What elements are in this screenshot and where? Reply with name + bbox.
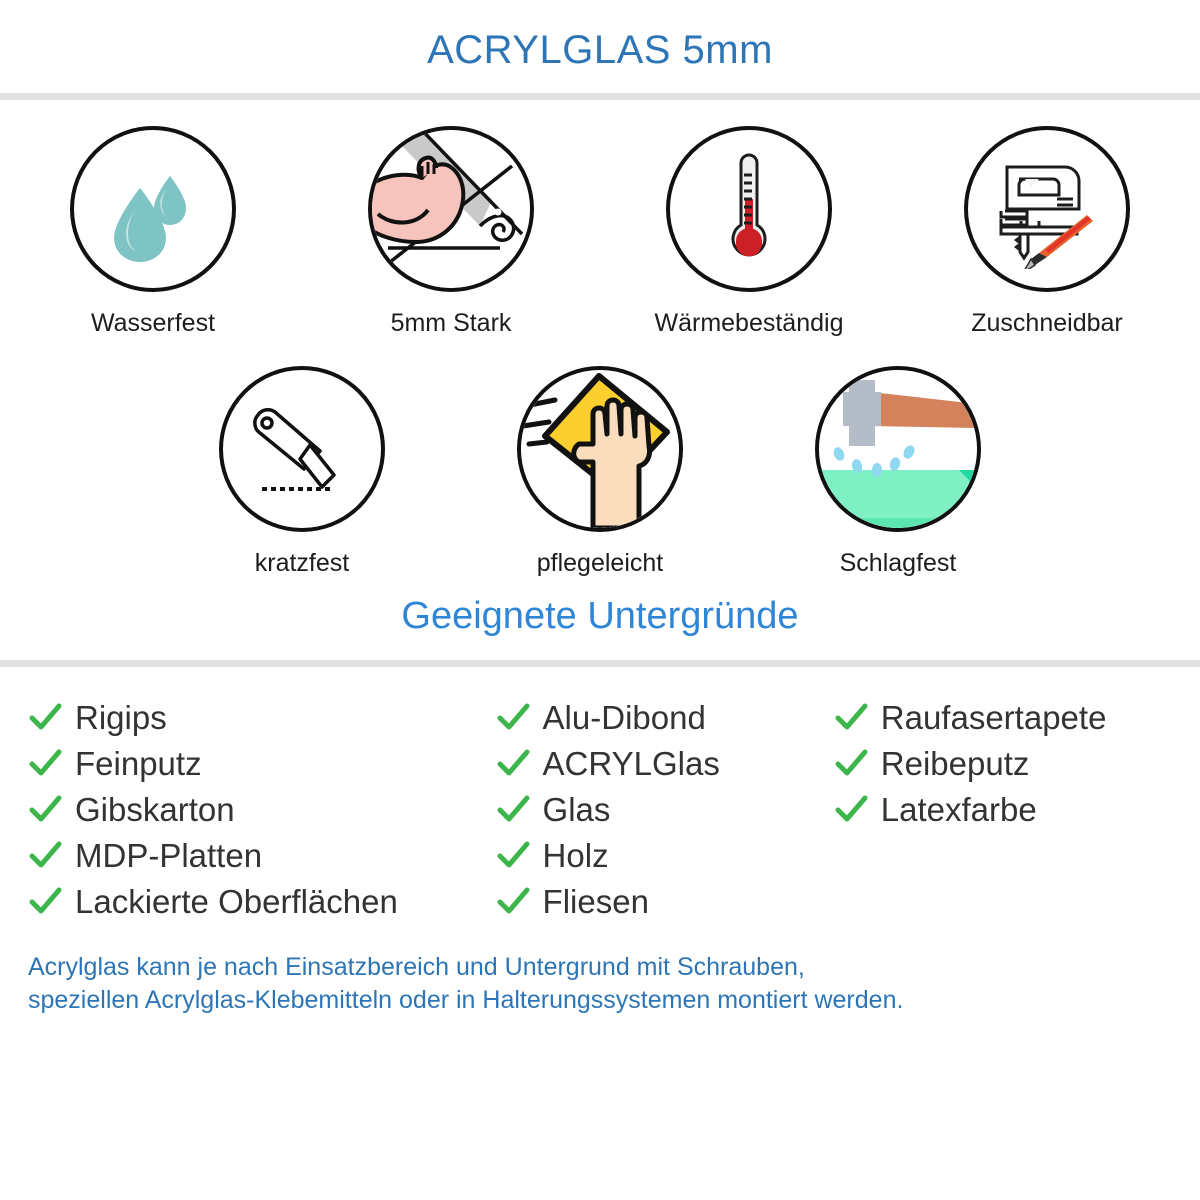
page-title: ACRYLGLAS 5mm (427, 28, 773, 72)
check-icon (497, 887, 530, 914)
list-item: Raufasertapete (834, 697, 1172, 739)
flexed-arm-icon (372, 130, 530, 288)
substrate-column-3: Raufasertapete Reibeputz Latexfarbe (834, 697, 1172, 927)
check-icon (497, 749, 530, 776)
list-item-label: Latexfarbe (880, 791, 1037, 829)
check-icon (29, 887, 62, 914)
feature-schlagfest[interactable]: Schlagfest (788, 366, 1008, 578)
list-item-label: Fliesen (542, 883, 649, 921)
header: ACRYLGLAS 5mm (0, 0, 1200, 72)
list-item-label: ACRYLGlas (542, 745, 720, 783)
feature-label: Wärmebeständig (654, 309, 844, 337)
section-header: Geeignete Untergründe (0, 578, 1200, 638)
list-item-label: Alu-Dibond (542, 699, 706, 737)
list-item-label: Reibeputz (880, 745, 1030, 783)
footer-note-line-1: Acrylglas kann je nach Einsatzbereich un… (28, 952, 805, 981)
feature-icon-circle (517, 366, 683, 532)
hand-cloth-icon (521, 370, 679, 528)
list-item-label: MDP-Platten (75, 837, 263, 875)
divider-top (0, 93, 1200, 100)
footer-note-line-2: speziellen Acrylglas-Klebemitteln oder i… (28, 986, 904, 1015)
feature-row-1: Wasserfest (0, 126, 1200, 338)
list-item: MDP-Platten (28, 835, 496, 877)
jigsaw-cutter-icon (987, 149, 1107, 269)
check-icon (29, 841, 62, 868)
substrate-column-2: Alu-Dibond ACRYLGlas Glas Holz Fliesen (496, 697, 834, 927)
feature-label: pflegeleicht (536, 549, 664, 577)
list-item: Reibeputz (834, 743, 1172, 785)
list-item: Latexfarbe (834, 789, 1172, 831)
list-item: ACRYLGlas (496, 743, 834, 785)
list-item-label: Glas (542, 791, 611, 829)
check-icon (835, 703, 868, 730)
list-item-label: Raufasertapete (880, 699, 1107, 737)
thermometer-icon (704, 153, 794, 265)
hammer-impact-icon (819, 370, 977, 528)
feature-label: Schlagfest (839, 549, 957, 577)
feature-icon-circle (219, 366, 385, 532)
check-icon (29, 795, 62, 822)
feature-pflegeleicht[interactable]: pflegeleicht (490, 366, 710, 578)
list-item: Gibskarton (28, 789, 496, 831)
cutter-knife-icon (242, 389, 362, 509)
check-icon (497, 703, 530, 730)
check-icon (835, 749, 868, 776)
list-item: Lackierte Oberflächen (28, 881, 496, 923)
feature-row-2: kratzfest (0, 366, 1200, 578)
list-item-label: Rigips (75, 699, 167, 737)
feature-wasserfest[interactable]: Wasserfest (43, 126, 263, 338)
list-item-label: Feinputz (75, 745, 202, 783)
substrate-column-1: Rigips Feinputz Gibskarton MDP-Platten L… (28, 697, 496, 927)
list-item-label: Lackierte Oberflächen (75, 883, 398, 921)
feature-label: Zuschneidbar (971, 309, 1123, 337)
check-icon (497, 795, 530, 822)
check-icon (497, 841, 530, 868)
check-icon (835, 795, 868, 822)
feature-icon-circle (368, 126, 534, 292)
list-item: Holz (496, 835, 834, 877)
feature-zuschneidbar[interactable]: Zuschneidbar (937, 126, 1157, 338)
list-item: Glas (496, 789, 834, 831)
feature-label: 5mm Stark (390, 309, 512, 337)
substrate-list: Rigips Feinputz Gibskarton MDP-Platten L… (0, 667, 1200, 927)
feature-icon-circle (815, 366, 981, 532)
list-item: Feinputz (28, 743, 496, 785)
list-item-label: Holz (542, 837, 609, 875)
feature-waermebestaendig[interactable]: Wärmebeständig (639, 126, 859, 338)
check-icon (29, 703, 62, 730)
water-drops-icon (98, 154, 208, 264)
feature-5mm-stark[interactable]: 5mm Stark (341, 126, 561, 338)
feature-grid: Wasserfest (0, 100, 1200, 578)
feature-label: Wasserfest (90, 309, 216, 337)
list-item: Alu-Dibond (496, 697, 834, 739)
list-item: Rigips (28, 697, 496, 739)
feature-icon-circle (70, 126, 236, 292)
list-item-label: Gibskarton (75, 791, 235, 829)
check-icon (29, 749, 62, 776)
feature-icon-circle (666, 126, 832, 292)
feature-kratzfest[interactable]: kratzfest (192, 366, 412, 578)
footer-note: Acrylglas kann je nach Einsatzbereich un… (0, 927, 1200, 1018)
feature-label: kratzfest (254, 549, 350, 577)
list-item: Fliesen (496, 881, 834, 923)
section-title: Geeignete Untergründe (401, 595, 799, 637)
divider-middle (0, 659, 1200, 667)
feature-icon-circle (964, 126, 1130, 292)
